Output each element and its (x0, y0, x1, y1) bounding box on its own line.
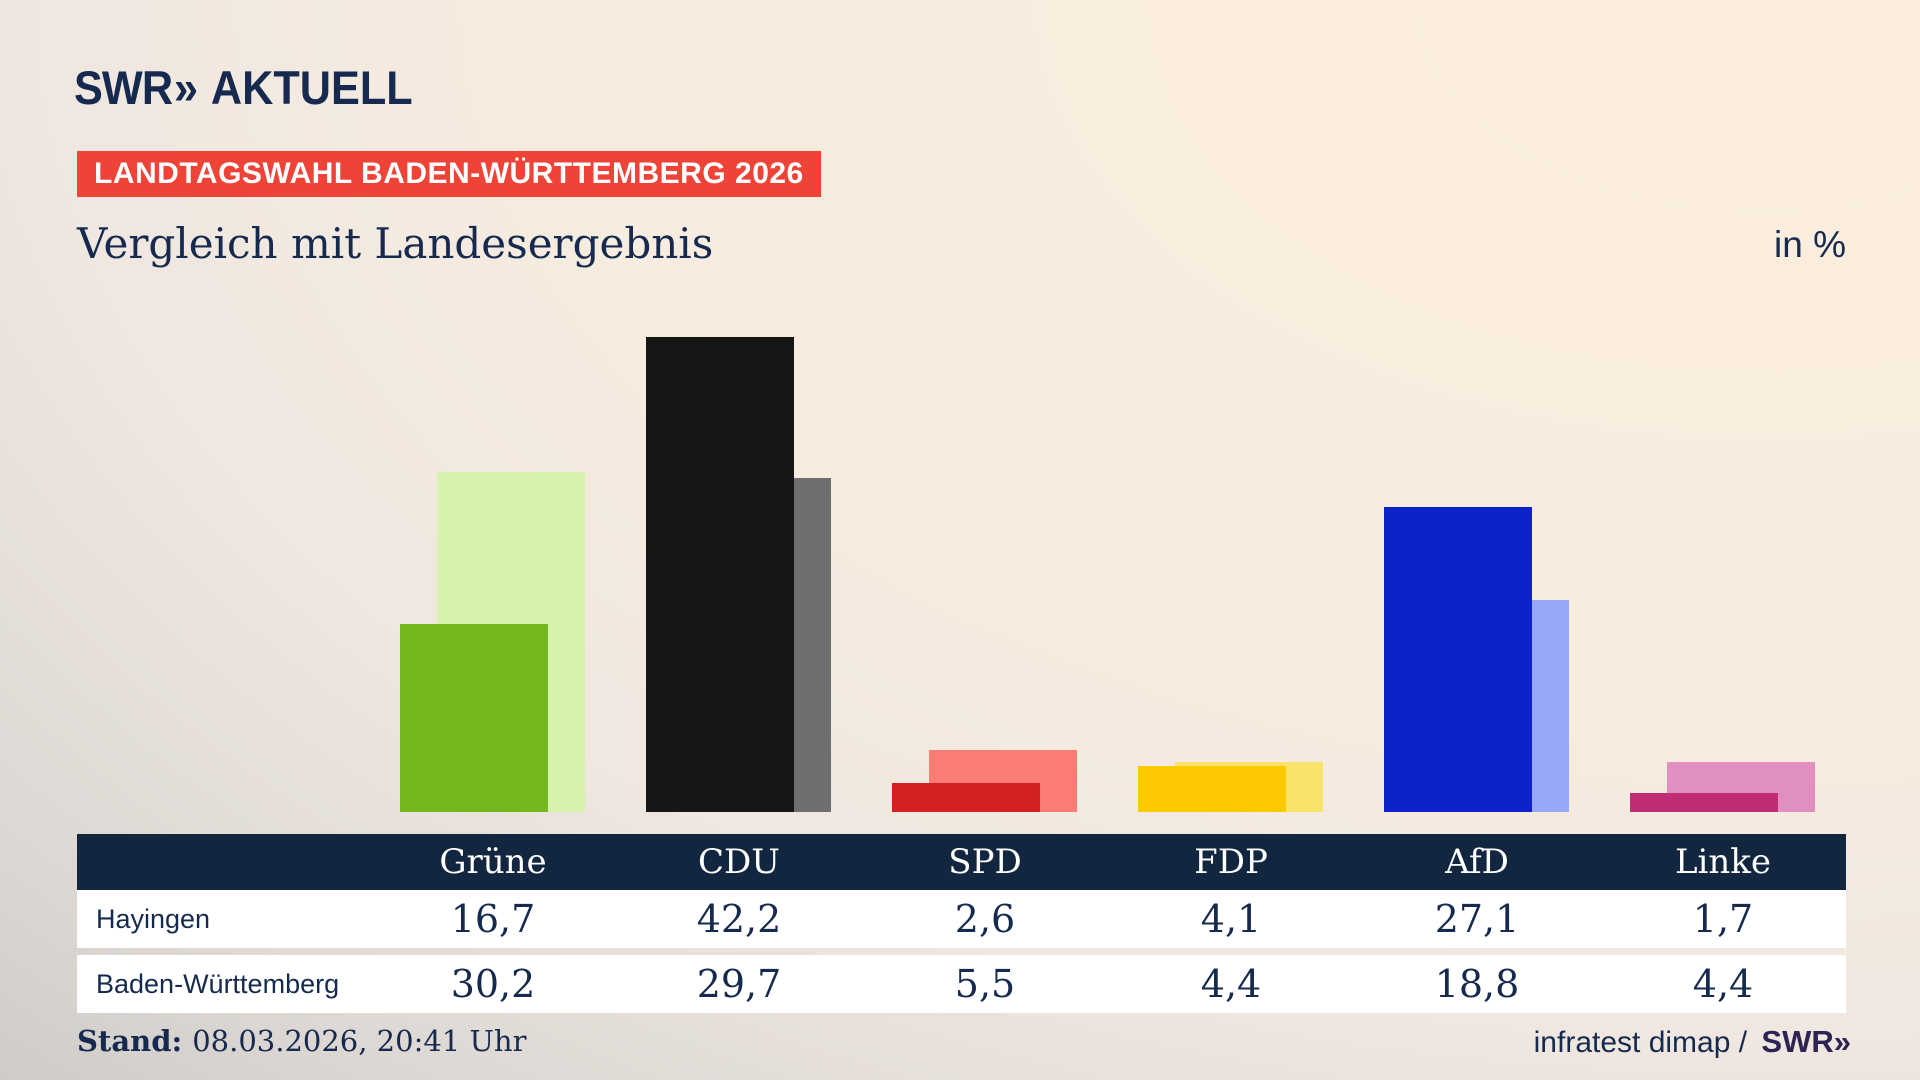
stand-label: Stand: (77, 1024, 183, 1058)
bar-afd-hayingen (1384, 507, 1532, 812)
bar-linke-hayingen (1630, 793, 1778, 812)
value-bw-afd: 18,8 (1434, 962, 1520, 1006)
brand-swr-text: SWR (1761, 1024, 1834, 1059)
bar-gruene-hayingen (400, 624, 548, 812)
table-header-spacer (77, 834, 370, 890)
source-text: infratest dimap / (1533, 1026, 1748, 1059)
value-hayingen-afd: 27,1 (1434, 897, 1520, 941)
stand-value: 08.03.2026, 20:41 Uhr (192, 1024, 527, 1058)
table-row-baden-wuerttemberg: Baden-Württemberg 30,2 29,7 5,5 4,4 18,8… (77, 955, 1846, 1013)
table-row-hayingen: Hayingen 16,7 42,2 2,6 4,1 27,1 1,7 (77, 890, 1846, 948)
value-bw-cdu: 29,7 (696, 962, 782, 1006)
election-badge: LANDTAGSWAHL BADEN-WÜRTTEMBERG 2026 (77, 151, 821, 197)
swr-brand-mark: SWR» (1761, 1024, 1851, 1059)
logo-aktuell-text: AKTUELL (210, 61, 413, 114)
logo-swr-text: SWR (74, 61, 173, 114)
double-chevron-icon: » (173, 61, 198, 114)
double-chevron-icon: » (1833, 1024, 1851, 1059)
value-hayingen-linke: 1,7 (1692, 897, 1754, 941)
bar-cdu-hayingen (646, 337, 794, 812)
value-bw-gruene: 30,2 (450, 962, 536, 1006)
value-hayingen-spd: 2,6 (954, 897, 1016, 941)
value-hayingen-fdp: 4,1 (1200, 897, 1262, 941)
column-header-spd: SPD (948, 842, 1022, 882)
source-credit: infratest dimap / SWR» (1533, 1024, 1851, 1060)
timestamp: Stand: 08.03.2026, 20:41 Uhr (77, 1024, 526, 1058)
value-bw-linke: 4,4 (1692, 962, 1754, 1006)
row-label: Hayingen (96, 903, 211, 934)
bar-spd-hayingen (892, 783, 1040, 812)
column-header-cdu: CDU (698, 842, 780, 882)
column-header-linke: Linke (1674, 842, 1772, 882)
value-hayingen-cdu: 42,2 (696, 897, 782, 941)
column-header-afd: AfD (1445, 842, 1509, 882)
chart-title: Vergleich mit Landesergebnis (77, 219, 714, 268)
column-header-gruene: Grüne (439, 842, 547, 882)
value-bw-spd: 5,5 (954, 962, 1016, 1006)
bar-fdp-hayingen (1138, 766, 1286, 812)
value-bw-fdp: 4,4 (1200, 962, 1262, 1006)
unit-label: in % (1774, 224, 1846, 265)
row-label: Baden-Württemberg (96, 968, 340, 999)
table-header-row: Grüne CDU SPD FDP AfD Linke (77, 834, 1846, 890)
bar-chart (370, 266, 1846, 812)
swr-aktuell-logo: SWR» AKTUELL (74, 60, 413, 115)
value-hayingen-gruene: 16,7 (450, 897, 536, 941)
column-header-fdp: FDP (1194, 842, 1268, 882)
